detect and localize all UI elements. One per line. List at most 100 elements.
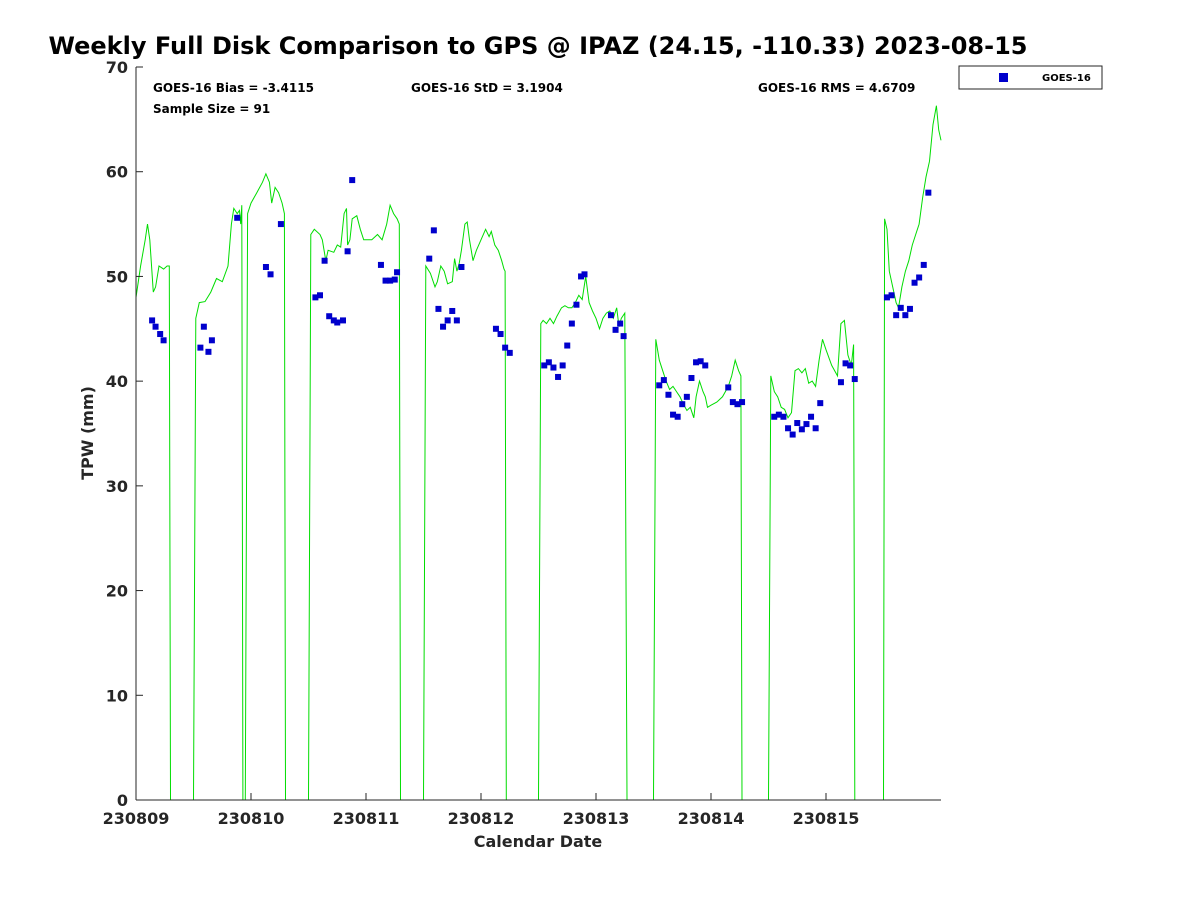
y-tick-label: 70 [106, 58, 128, 77]
goes16-data-point [330, 317, 337, 324]
goes16-data-point [394, 269, 401, 276]
x-tick-label: 230811 [333, 809, 400, 828]
y-ticks: 0 10 20 30 40 50 60 70 [106, 58, 143, 810]
x-axis-label: Calendar Date [474, 832, 603, 851]
goes16-data-point [317, 292, 323, 299]
goes16-data-point [842, 360, 849, 367]
goes16-data-point [925, 189, 932, 196]
goes16-data-point [267, 271, 274, 278]
goes16-data-point [911, 279, 918, 286]
goes16-data-point [205, 348, 212, 355]
plot-area [135, 67, 942, 801]
goes16-data-point [541, 362, 548, 369]
goes16-marker-series [149, 177, 932, 438]
goes16-data-point [152, 323, 159, 330]
goes16-data-point [893, 312, 900, 319]
goes16-data-point [208, 337, 215, 344]
goes16-data-point [321, 257, 328, 264]
goes16-data-point [620, 333, 627, 340]
y-tick-label: 60 [106, 163, 128, 182]
legend-box [958, 65, 1103, 90]
goes16-data-point [573, 301, 580, 308]
goes16-data-point [426, 255, 433, 262]
goes16-data-point [502, 344, 509, 351]
gps-line-segment [308, 203, 401, 801]
x-tick-label: 230809 [103, 809, 170, 828]
goes16-data-point [679, 401, 686, 408]
goes16-data-point [775, 411, 782, 418]
stats-annotations: GOES-16 Bias = -3.4115 GOES-16 StD = 3.1… [153, 81, 915, 116]
goes16-data-point [906, 305, 913, 312]
bias-annotation: GOES-16 Bias = -3.4115 [153, 81, 314, 95]
goes16-data-point [739, 399, 746, 406]
chart-title: Weekly Full Disk Comparison to GPS @ IPA… [49, 32, 1028, 60]
goes16-data-point [808, 413, 815, 420]
goes16-data-point [444, 317, 451, 324]
std-annotation: GOES-16 StD = 3.1904 [411, 81, 563, 95]
goes16-data-point [794, 420, 801, 427]
goes16-data-point [458, 264, 465, 271]
gps-line-segment [193, 172, 286, 801]
goes16-data-point [660, 377, 667, 384]
rms-annotation: GOES-16 RMS = 4.6709 [758, 81, 915, 95]
gps-line-segment [135, 224, 171, 801]
goes16-data-point [440, 323, 447, 330]
goes16-data-point [798, 426, 805, 433]
y-tick-label: 10 [106, 686, 128, 705]
y-tick-label: 30 [106, 477, 128, 496]
goes16-data-point [277, 221, 284, 228]
goes16-data-point [453, 317, 460, 324]
goes16-data-point [200, 323, 207, 330]
goes16-data-point [497, 331, 504, 338]
goes16-data-point [377, 261, 384, 268]
goes16-data-point [157, 331, 164, 338]
goes16-data-point [656, 382, 663, 389]
x-ticks: 230809 230810 230811 230812 230813 230814 2308… [103, 793, 859, 828]
goes16-data-point [492, 325, 499, 332]
goes16-data-point [581, 271, 588, 278]
goes16-data-point [883, 294, 890, 301]
gps-line-segment [538, 276, 628, 801]
goes16-data-point [688, 375, 695, 382]
goes16-data-point [391, 276, 398, 283]
goes16-data-point [555, 373, 562, 380]
legend-goes16-label: GOES-16 [1042, 73, 1091, 84]
goes16-data-point [803, 421, 810, 428]
goes16-data-point [888, 292, 895, 299]
goes16-data-point [312, 294, 319, 301]
y-tick-label: 50 [106, 267, 128, 286]
legend: GOES-16 [958, 65, 1103, 90]
x-tick-label: 230812 [448, 809, 515, 828]
goes16-data-point [771, 413, 778, 420]
goes16-data-point [564, 342, 571, 349]
goes16-data-point [729, 399, 736, 406]
goes16-data-point [725, 384, 732, 391]
y-tick-label: 0 [117, 791, 128, 810]
goes16-data-point [837, 379, 844, 386]
goes16-data-point [506, 349, 513, 356]
goes16-data-point [430, 227, 437, 234]
plot-background [136, 67, 941, 800]
goes16-data-point [449, 307, 456, 314]
goes16-data-point [617, 320, 624, 327]
gps-line-segment [883, 105, 942, 801]
goes16-data-point [545, 359, 552, 366]
goes16-data-point [697, 358, 704, 365]
goes16-data-point [812, 425, 819, 432]
goes16-data-point [387, 277, 394, 284]
x-tick-label: 230810 [218, 809, 285, 828]
goes16-data-point [559, 362, 566, 369]
goes16-data-point [916, 274, 923, 281]
goes16-data-point [149, 317, 156, 324]
axes: 0 10 20 30 40 50 60 70 230809 230810 230811 230812… [103, 58, 941, 828]
goes16-data-point [344, 248, 351, 255]
goes16-data-point [789, 431, 796, 438]
gps-line-series [135, 105, 942, 801]
goes16-data-point [670, 411, 677, 418]
goes16-data-point [785, 425, 792, 432]
goes16-data-point [160, 337, 167, 344]
goes16-data-point [578, 273, 585, 280]
x-tick-label: 230814 [678, 809, 745, 828]
goes16-data-point [197, 344, 204, 351]
